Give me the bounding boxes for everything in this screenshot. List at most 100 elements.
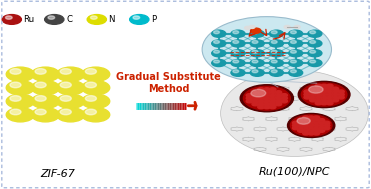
Circle shape <box>35 82 46 88</box>
Circle shape <box>258 94 265 97</box>
Circle shape <box>78 72 81 74</box>
Circle shape <box>26 99 35 104</box>
Circle shape <box>231 40 245 47</box>
Circle shape <box>17 107 21 109</box>
Circle shape <box>92 94 96 96</box>
Circle shape <box>81 85 90 90</box>
Circle shape <box>66 91 75 96</box>
Circle shape <box>309 96 316 99</box>
Circle shape <box>82 72 86 74</box>
Circle shape <box>250 30 264 37</box>
Circle shape <box>212 40 226 47</box>
Circle shape <box>318 119 325 122</box>
Circle shape <box>284 26 290 29</box>
Circle shape <box>275 97 282 100</box>
Circle shape <box>309 93 316 96</box>
Circle shape <box>308 59 322 67</box>
Circle shape <box>212 50 226 57</box>
Circle shape <box>214 40 220 43</box>
Circle shape <box>56 81 85 95</box>
Circle shape <box>16 93 25 98</box>
Circle shape <box>233 40 239 43</box>
Circle shape <box>318 121 325 125</box>
Circle shape <box>231 59 245 67</box>
Circle shape <box>243 86 290 110</box>
Circle shape <box>92 80 96 82</box>
Circle shape <box>271 40 277 43</box>
Circle shape <box>27 99 31 101</box>
Circle shape <box>81 99 90 104</box>
Circle shape <box>67 91 71 93</box>
Circle shape <box>92 105 96 107</box>
Circle shape <box>258 105 265 109</box>
Circle shape <box>309 98 316 102</box>
Circle shape <box>258 99 265 103</box>
Circle shape <box>32 99 36 101</box>
Circle shape <box>32 67 59 81</box>
Circle shape <box>92 91 96 93</box>
Circle shape <box>269 94 276 97</box>
Circle shape <box>82 86 86 88</box>
Circle shape <box>55 72 65 77</box>
Circle shape <box>290 31 296 34</box>
Circle shape <box>252 99 259 103</box>
Circle shape <box>82 67 110 81</box>
Circle shape <box>269 50 283 57</box>
Circle shape <box>214 50 220 53</box>
Circle shape <box>281 97 288 100</box>
Circle shape <box>323 124 330 127</box>
Circle shape <box>85 82 96 88</box>
Circle shape <box>308 30 322 37</box>
Circle shape <box>35 96 46 101</box>
Circle shape <box>315 96 322 99</box>
Circle shape <box>10 69 21 74</box>
Circle shape <box>252 40 258 43</box>
Circle shape <box>298 126 304 130</box>
Circle shape <box>57 86 60 88</box>
Circle shape <box>91 91 101 96</box>
Text: ZIF-67: ZIF-67 <box>40 169 75 179</box>
Circle shape <box>308 132 315 135</box>
Circle shape <box>17 78 21 80</box>
Circle shape <box>42 105 46 107</box>
Circle shape <box>85 96 96 101</box>
Circle shape <box>310 50 316 53</box>
Circle shape <box>60 109 71 115</box>
Circle shape <box>10 96 21 101</box>
Circle shape <box>246 99 253 103</box>
Circle shape <box>326 90 333 93</box>
Circle shape <box>290 115 332 136</box>
Circle shape <box>303 124 309 127</box>
Circle shape <box>289 50 303 57</box>
Circle shape <box>10 109 21 115</box>
Circle shape <box>60 69 71 74</box>
Circle shape <box>82 108 110 122</box>
Circle shape <box>30 99 40 104</box>
Circle shape <box>290 50 296 53</box>
Circle shape <box>275 102 282 106</box>
Circle shape <box>52 99 56 101</box>
Circle shape <box>288 113 335 137</box>
Circle shape <box>6 81 35 95</box>
Circle shape <box>40 107 50 112</box>
Circle shape <box>308 121 315 125</box>
Circle shape <box>231 69 245 76</box>
Circle shape <box>32 94 59 108</box>
Circle shape <box>42 94 46 96</box>
Circle shape <box>321 98 328 102</box>
Circle shape <box>51 112 60 117</box>
Circle shape <box>315 90 322 93</box>
Text: Ru(100)/NPC: Ru(100)/NPC <box>259 166 330 176</box>
Circle shape <box>250 69 264 76</box>
Circle shape <box>40 80 50 85</box>
Circle shape <box>315 87 322 91</box>
Circle shape <box>313 126 320 130</box>
Text: C: C <box>66 15 72 24</box>
Circle shape <box>269 69 283 76</box>
Circle shape <box>308 126 315 130</box>
Circle shape <box>308 116 315 119</box>
Circle shape <box>304 93 311 96</box>
Circle shape <box>258 91 265 94</box>
Circle shape <box>309 90 316 93</box>
Circle shape <box>16 104 25 109</box>
